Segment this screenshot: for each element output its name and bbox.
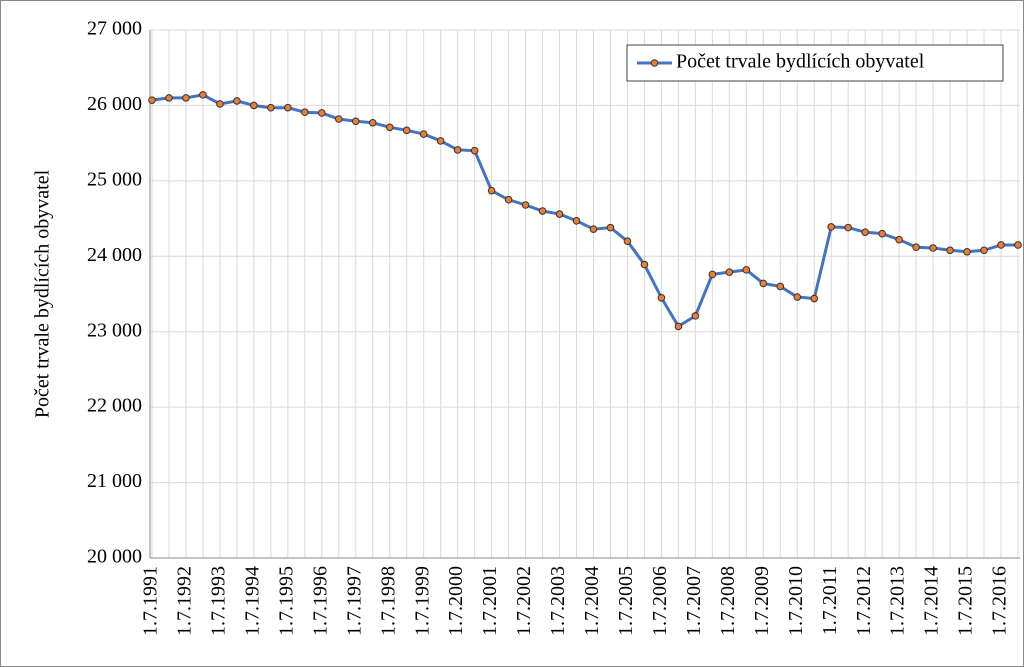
legend-box (626, 44, 1004, 82)
x-tick-label: 1.7.2011 (819, 566, 841, 635)
y-tick-label: 27 000 (87, 18, 142, 40)
marker (844, 223, 852, 232)
marker (334, 115, 343, 123)
marker (827, 223, 836, 231)
marker (640, 260, 649, 269)
marker (742, 266, 751, 274)
marker (470, 146, 479, 155)
marker (487, 186, 496, 195)
marker (436, 137, 445, 145)
x-tick-label: 1.7.2015 (955, 566, 977, 636)
line (151, 93, 1018, 329)
y-tick-label: 23 000 (87, 319, 142, 341)
marker (233, 97, 241, 105)
marker (997, 241, 1005, 249)
x-tick-label: 1.7.1991 (140, 566, 162, 636)
marker (453, 146, 462, 154)
marker (504, 195, 513, 204)
marker (351, 117, 360, 126)
marker (301, 108, 309, 117)
x-tick-label: 1.7.2016 (989, 566, 1011, 636)
x-tick-label: 1.7.1995 (275, 566, 297, 636)
marker (589, 225, 598, 233)
x-tick-label: 1.7.2007 (683, 566, 705, 636)
marker (284, 103, 292, 112)
x-tick-label: 1.7.2005 (615, 566, 637, 636)
marker (402, 126, 411, 135)
x-tick-label: 1.7.1996 (309, 566, 331, 636)
marker (318, 109, 326, 117)
x-tick-label: 1.7.2002 (513, 566, 535, 636)
x-tick-label: 1.7.2001 (479, 566, 501, 636)
x-tick-label: 1.7.2004 (581, 566, 603, 636)
y-tick-label: 24 000 (87, 244, 142, 266)
marker (521, 201, 530, 209)
marker (674, 322, 683, 331)
y-tick-label: 26 000 (87, 93, 142, 115)
marker (623, 237, 632, 245)
marker (878, 229, 886, 238)
x-tick-label: 1.7.2000 (445, 566, 467, 636)
x-tick-label: 1.7.1993 (208, 566, 230, 636)
x-tick-label: 1.7.1992 (174, 566, 196, 636)
marker (759, 279, 768, 288)
legend: Počet trvale bydlících obyvatel (626, 44, 1004, 82)
x-tick-label: 1.7.2006 (649, 566, 671, 636)
legend-marker (650, 59, 659, 67)
marker (250, 101, 258, 110)
marker (368, 118, 377, 127)
marker (1014, 241, 1022, 249)
legend-label: Počet trvale bydlících obyvatel (676, 51, 925, 73)
marker (385, 123, 394, 132)
marker (538, 207, 547, 215)
marker (267, 103, 275, 112)
marker (165, 94, 173, 102)
x-tick-label: 1.7.2010 (785, 566, 807, 636)
marker (963, 247, 971, 256)
marker (793, 293, 802, 301)
marker (810, 294, 819, 303)
marker (572, 217, 581, 225)
marker (216, 100, 224, 108)
marker (148, 96, 156, 104)
x-tick-label: 1.7.1997 (343, 566, 365, 636)
marker (776, 282, 785, 291)
x-tick-label: 1.7.2012 (853, 566, 875, 636)
x-tick-label: 1.7.2008 (717, 566, 739, 636)
y-tick-label: 20 000 (87, 546, 142, 568)
x-tick-label: 1.7.2014 (921, 566, 943, 636)
marker (419, 130, 428, 138)
y-tick-label: 25 000 (87, 168, 142, 190)
marker (555, 210, 564, 218)
marker (199, 91, 207, 99)
marker (895, 235, 903, 244)
x-tick-label: 1.7.1999 (411, 566, 433, 636)
x-tick-label: 1.7.1994 (241, 566, 263, 636)
x-tick-label: 1.7.2003 (547, 566, 569, 636)
marker (861, 228, 869, 236)
y-tick-label: 21 000 (87, 470, 142, 492)
x-tick-label: 1.7.1998 (377, 566, 399, 636)
marker (182, 94, 190, 102)
marker (980, 246, 988, 255)
marker (606, 223, 615, 232)
y-axis-title: Počet trvale bydlících obyvatel (32, 169, 54, 418)
marker (929, 244, 937, 252)
marker (946, 246, 954, 255)
y-tick-label: 22 000 (87, 395, 142, 417)
x-tick-label: 1.7.2009 (751, 566, 773, 636)
marker (657, 293, 666, 302)
marker (708, 270, 717, 279)
marker (691, 312, 700, 320)
marker (725, 268, 734, 276)
x-tick-label: 1.7.2013 (887, 566, 909, 636)
marker (912, 243, 920, 252)
